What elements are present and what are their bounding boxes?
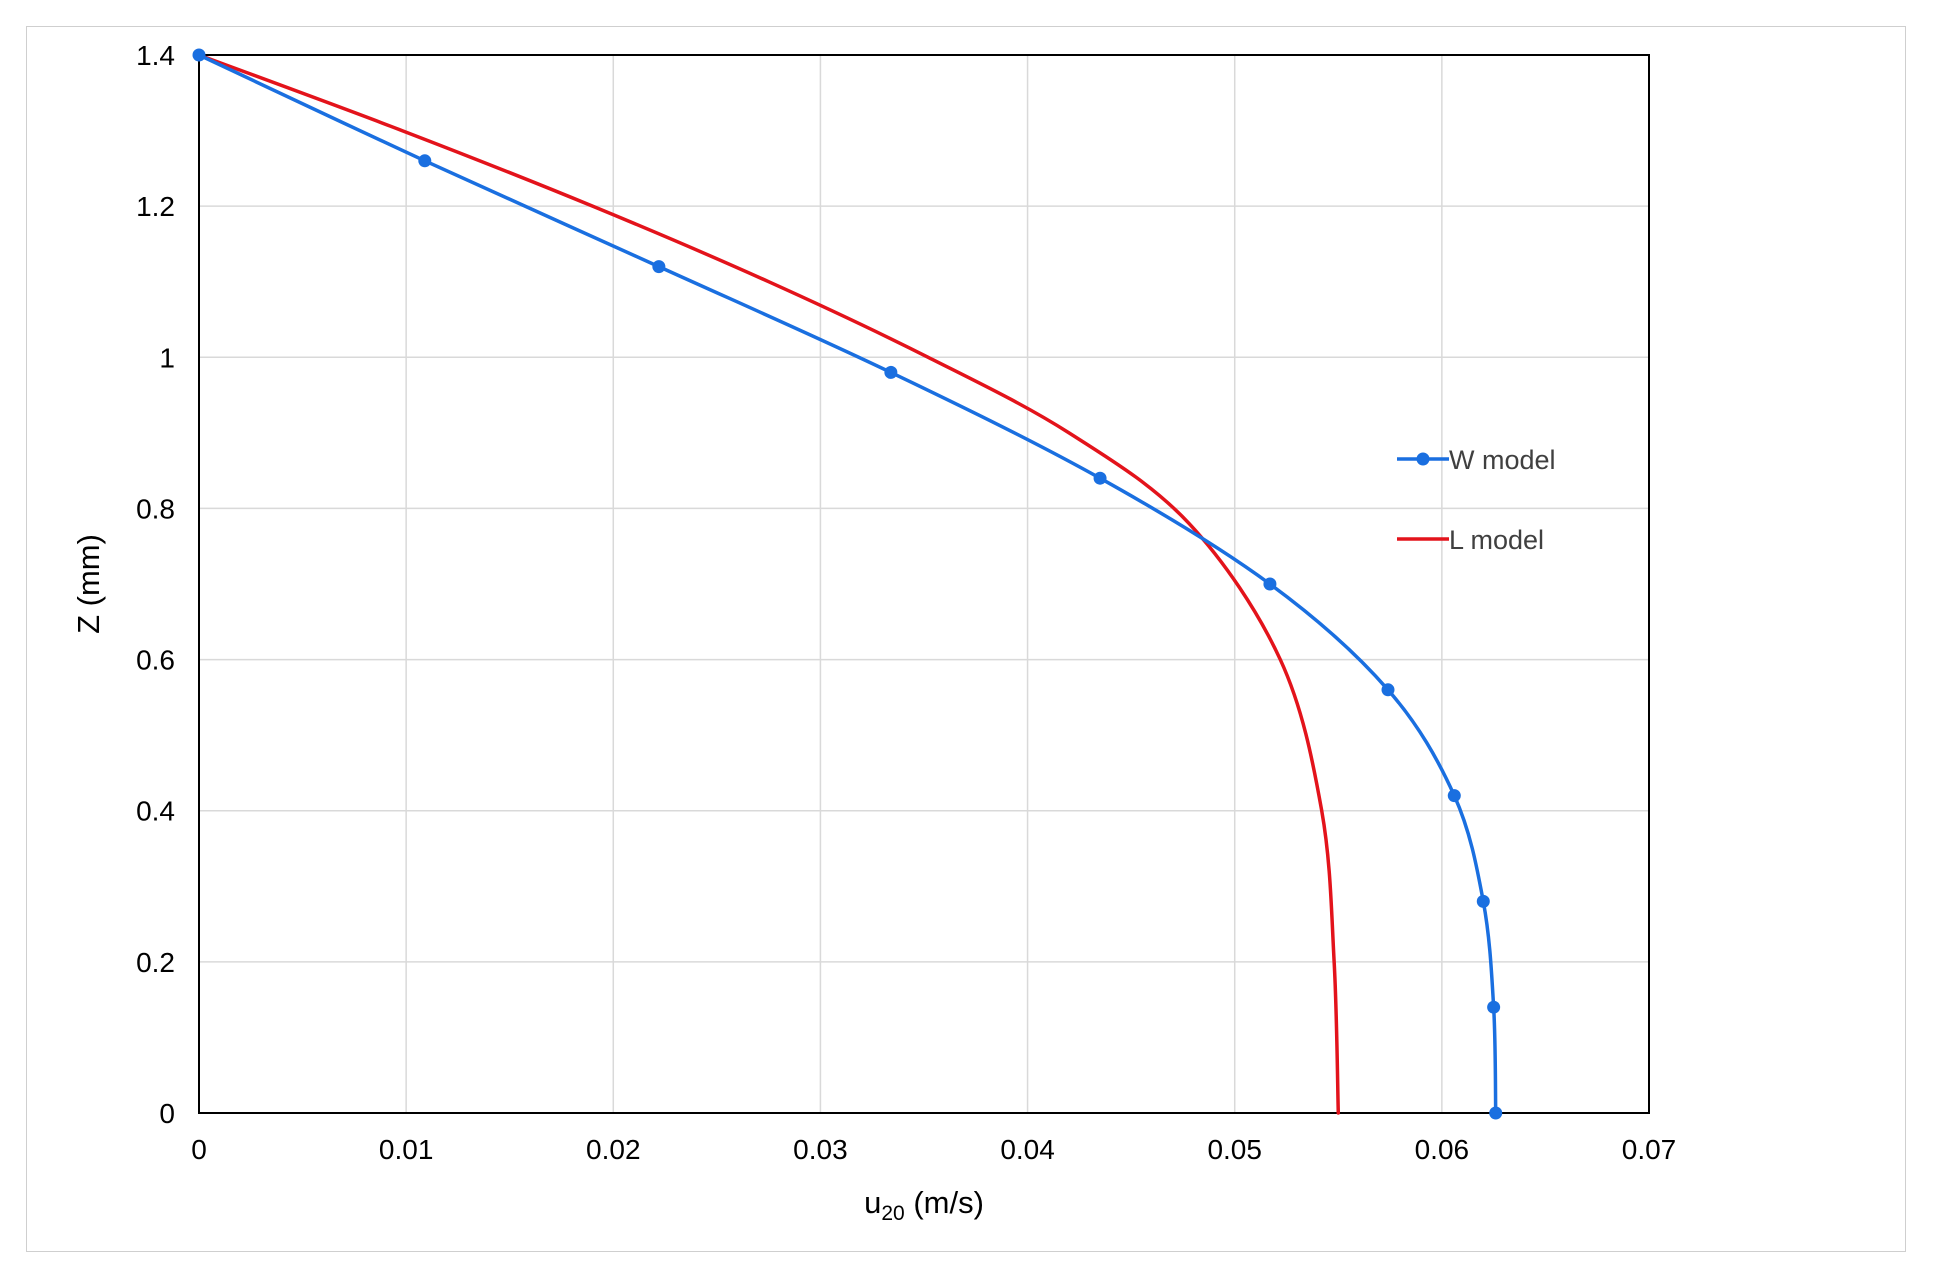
series-line-l-model: [197, 53, 1341, 1115]
y-tick-label: 0.6: [136, 645, 175, 676]
y-tick-label: 1.2: [136, 191, 175, 222]
x-tick-label: 0.03: [793, 1134, 848, 1165]
x-tick-label: 0.01: [379, 1134, 434, 1165]
y-tick-label: 0.8: [136, 493, 175, 524]
data-point-w-model: [1447, 789, 1461, 803]
plot-area: [198, 54, 1650, 1114]
legend-label-w-model: W model: [1449, 445, 1556, 475]
x-tick-label: 0.07: [1622, 1134, 1677, 1165]
y-tick-label: 0: [159, 1098, 175, 1129]
series: [192, 48, 1503, 1120]
grid: [198, 54, 1650, 1114]
y-tick-label: 0.4: [136, 796, 175, 827]
x-tick-label: 0.06: [1415, 1134, 1470, 1165]
data-point-w-model: [192, 48, 206, 62]
data-point-w-model: [1263, 577, 1277, 591]
data-point-w-model: [1381, 683, 1395, 697]
data-point-w-model: [1476, 894, 1490, 908]
x-tick-label: 0.02: [586, 1134, 641, 1165]
y-axis-title: Z (mm): [71, 534, 106, 634]
y-tick-label: 1: [159, 342, 175, 373]
y-tick-label: 0.2: [136, 947, 175, 978]
chart-svg: 0 0.01 0.02 0.03 0.04 0.05 0.06 0.07 0 0.2 0.4 0.6…: [71, 40, 1676, 1225]
y-tick-labels: 0 0.2 0.4 0.6 0.8 1 1.2 1.4: [136, 40, 175, 1129]
x-axis-title: u20 (m/s): [864, 1185, 984, 1225]
x-tick-label: 0.05: [1207, 1134, 1262, 1165]
data-point-w-model: [1489, 1106, 1503, 1120]
data-point-w-model: [1093, 471, 1107, 485]
data-point-w-model: [1487, 1000, 1501, 1014]
x-tick-label: 0.04: [1000, 1134, 1055, 1165]
x-tick-labels: 0 0.01 0.02 0.03 0.04 0.05 0.06 0.07: [191, 1134, 1676, 1165]
x-axis-title-main: u: [864, 1185, 881, 1220]
legend-marker-w-model: [1416, 452, 1430, 466]
x-axis-title-subscript: 20: [881, 1202, 904, 1225]
data-point-w-model: [884, 365, 898, 379]
x-axis-title-unit: (m/s): [905, 1185, 984, 1220]
data-point-w-model: [652, 260, 666, 274]
data-point-w-model: [418, 154, 432, 168]
legend-label-l-model: L model: [1449, 525, 1544, 555]
y-tick-label: 1.4: [136, 40, 175, 71]
x-tick-label: 0: [191, 1134, 207, 1165]
chart-frame: 0 0.01 0.02 0.03 0.04 0.05 0.06 0.07 0 0.2 0.4 0.6…: [26, 26, 1906, 1252]
series-line-w-model: [197, 53, 1498, 1115]
legend: W model L model: [1397, 445, 1556, 555]
